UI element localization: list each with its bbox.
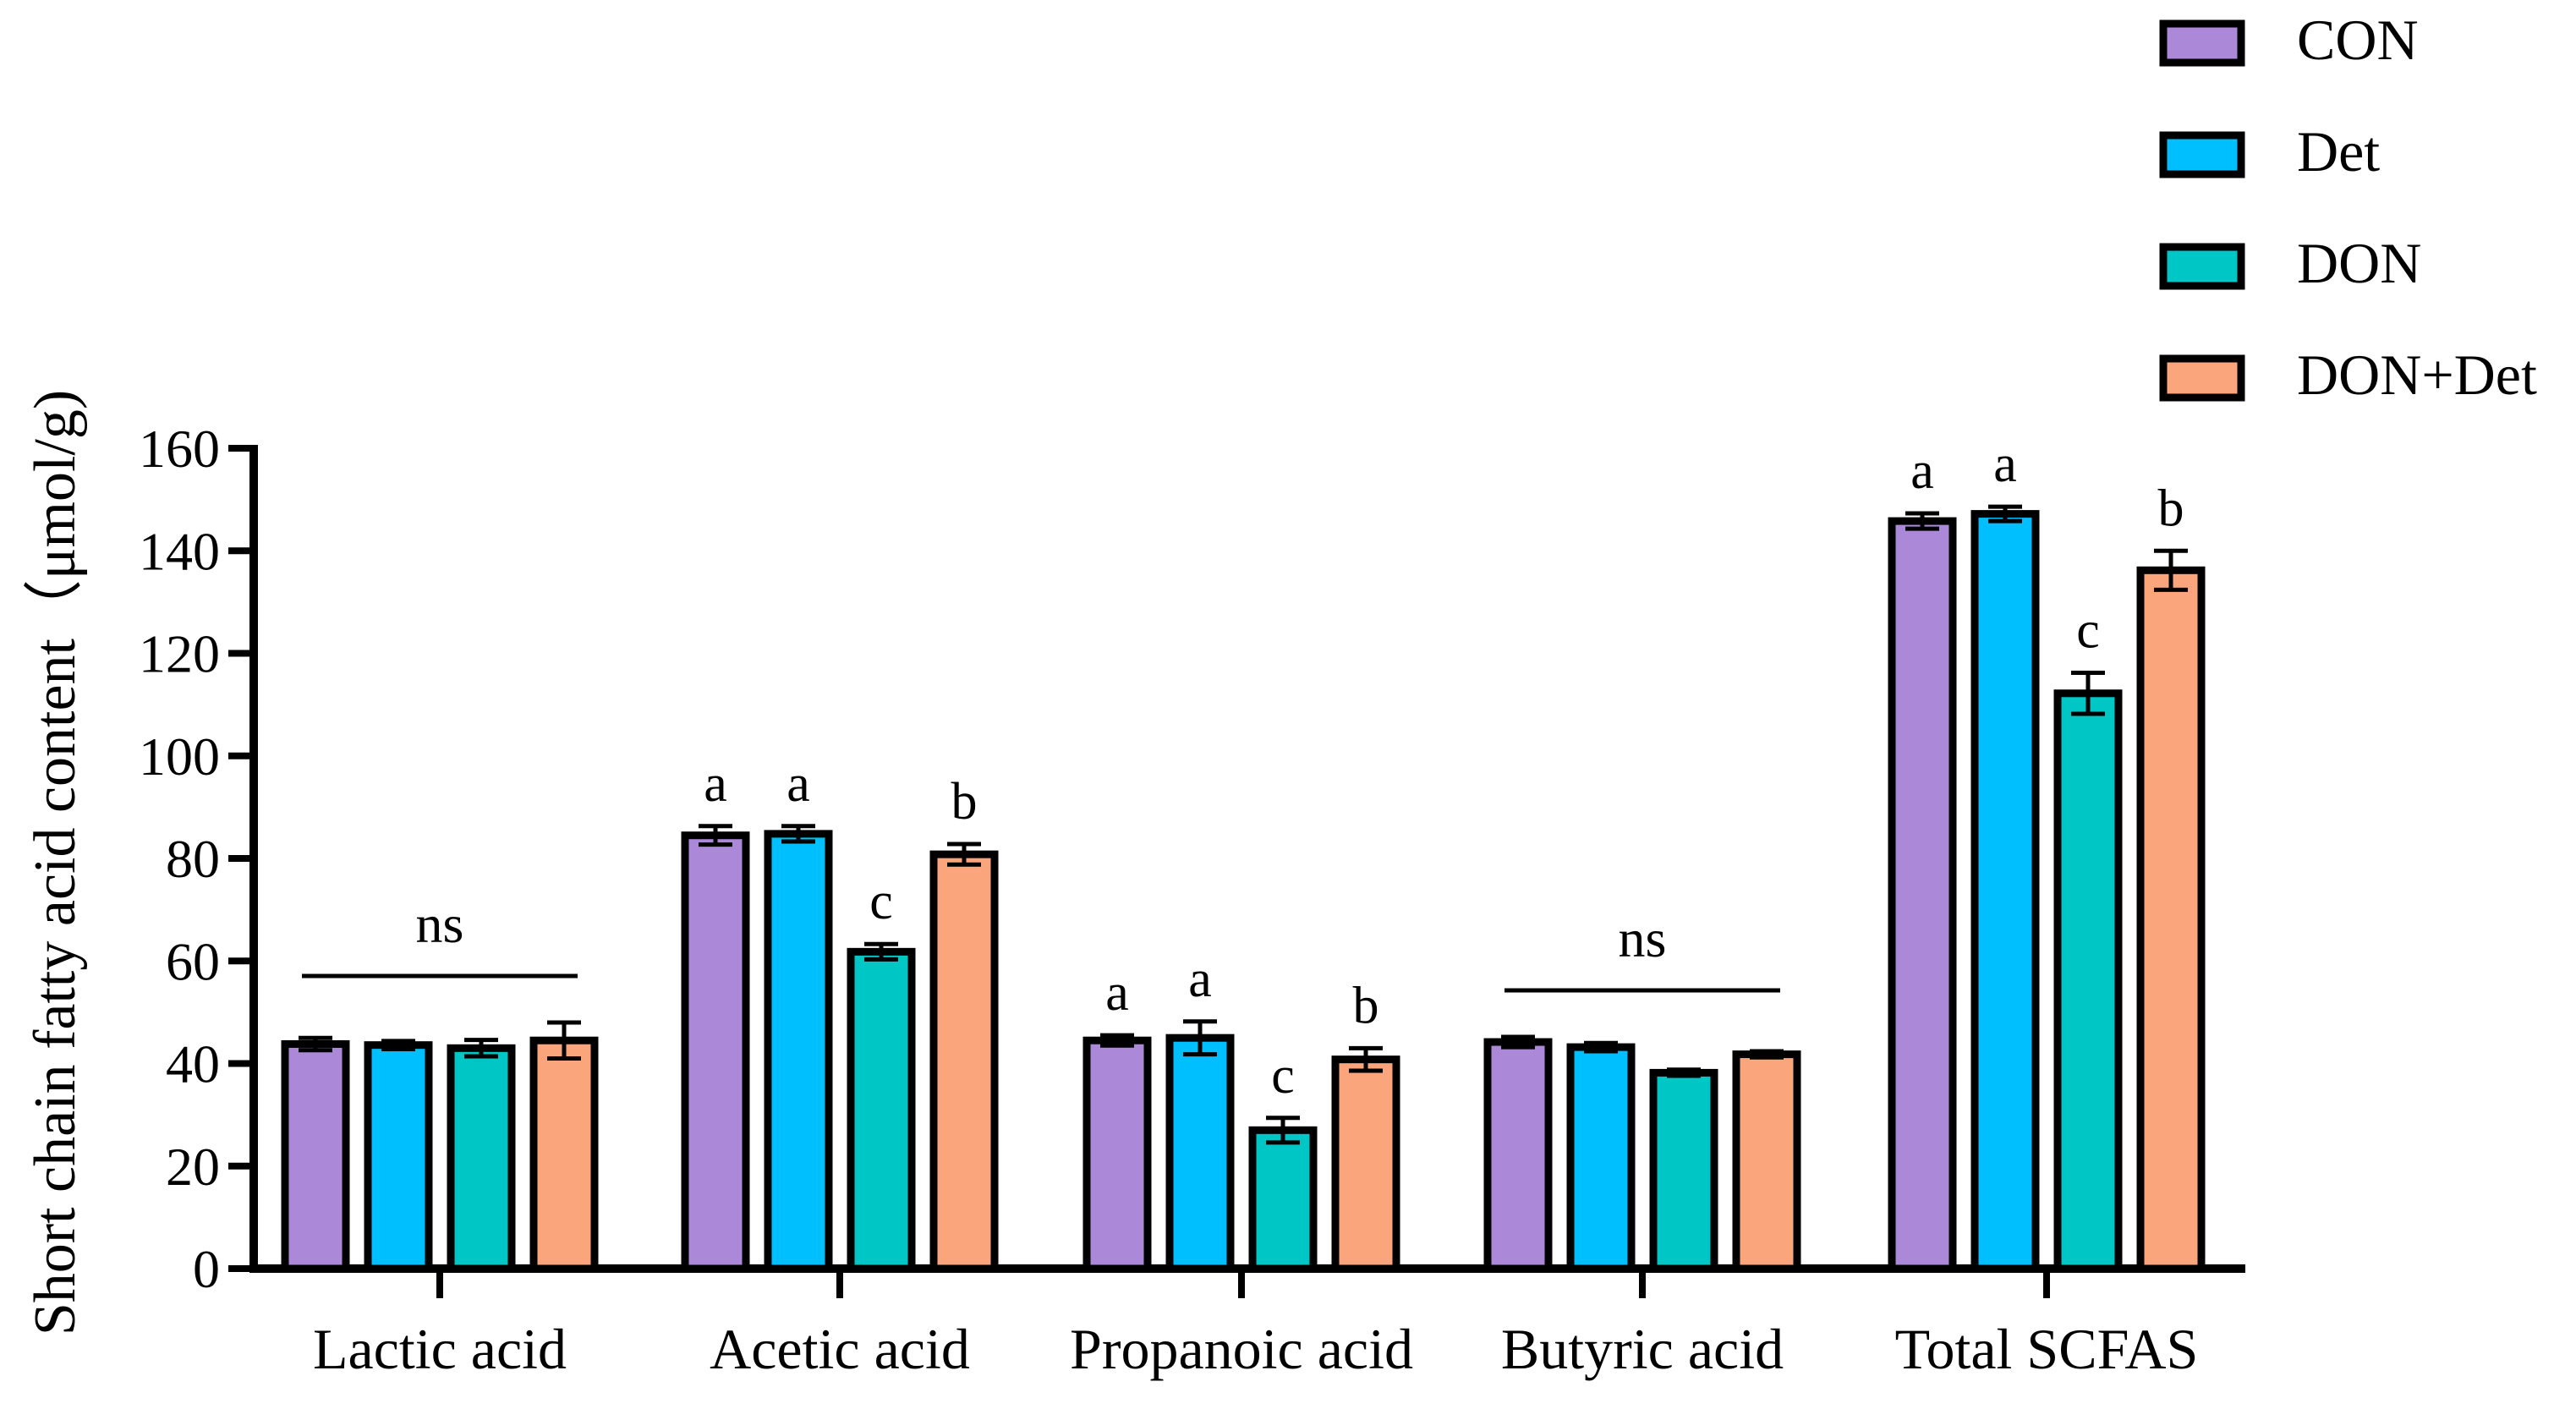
y-tick-label: 60 <box>166 931 220 991</box>
significance-label: ns <box>1619 908 1667 968</box>
legend-label-don: DON <box>2297 231 2421 295</box>
y-tick-label: 100 <box>139 726 220 787</box>
y-tick-label: 160 <box>139 419 220 479</box>
significance-letter: a <box>787 755 810 813</box>
bar-con-lactic-acid <box>281 1039 350 1273</box>
legend-swatch-don-det <box>2159 354 2245 402</box>
bar-don-det-acetic-acid <box>929 850 999 1273</box>
y-tick-label: 40 <box>166 1034 220 1094</box>
significance-layer: ns a a c b a a c b ns a a c b <box>302 436 2184 1105</box>
x-tick-label-lactic-acid: Lactic acid <box>313 1317 567 1381</box>
significance-label: ns <box>416 894 464 954</box>
significance-letter: a <box>1993 436 2017 493</box>
bar-con-total-scfas <box>1888 517 1957 1273</box>
bar-don-lactic-acid <box>447 1044 516 1273</box>
legend-label-det: Det <box>2297 119 2380 184</box>
bars-layer <box>281 504 2206 1273</box>
significance-letter: c <box>1271 1047 1295 1105</box>
bar-don-det-butyric-acid <box>1732 1050 1801 1273</box>
y-tick-label: 0 <box>193 1239 220 1299</box>
y-axis-label: Short chain fatty acid content（μmol/g) <box>23 390 88 1335</box>
legend-swatch-det <box>2159 131 2245 178</box>
y-tick-label: 120 <box>139 624 220 684</box>
bar-don-acetic-acid <box>847 947 916 1273</box>
significance-letter: b <box>951 773 978 831</box>
bar-don-propanoic-acid <box>1248 1126 1318 1273</box>
y-tick-label: 140 <box>139 521 220 581</box>
y-tick-label: 80 <box>166 829 220 889</box>
significance-letter: c <box>869 873 893 930</box>
bar-don-total-scfas <box>2053 689 2123 1273</box>
bar-don-butyric-acid <box>1649 1068 1718 1273</box>
bar-det-acetic-acid <box>764 830 833 1273</box>
legend-swatch-don <box>2159 243 2245 290</box>
significance-letter: c <box>2076 602 2100 660</box>
bar-don-det-total-scfas <box>2136 566 2206 1273</box>
significance-letter: b <box>2158 480 2184 537</box>
y-tick-label: 20 <box>166 1137 220 1197</box>
significance-letter: a <box>1105 964 1129 1022</box>
bar-det-butyric-acid <box>1566 1043 1636 1273</box>
legend-label-con: CON <box>2297 8 2419 72</box>
bar-det-total-scfas <box>1970 510 2040 1273</box>
bar-det-lactic-acid <box>364 1041 433 1273</box>
significance-letter: b <box>1353 977 1379 1034</box>
x-tick-label-total-scfas: Total SCFAS <box>1895 1317 2199 1381</box>
legend: CON Det DON DON+Det <box>2159 8 2537 407</box>
bar-con-propanoic-acid <box>1082 1036 1152 1273</box>
bar-con-butyric-acid <box>1483 1038 1553 1273</box>
x-tick-label-acetic-acid: Acetic acid <box>710 1317 970 1381</box>
significance-letter: a <box>1188 951 1212 1008</box>
x-tick-label-propanoic-acid: Propanoic acid <box>1070 1317 1413 1381</box>
bar-con-acetic-acid <box>681 831 750 1273</box>
x-tick-label-butyric-acid: Butyric acid <box>1501 1317 1784 1381</box>
bar-don-det-lactic-acid <box>529 1036 599 1273</box>
bar-don-det-propanoic-acid <box>1331 1055 1400 1273</box>
legend-swatch-con <box>2159 19 2245 67</box>
significance-letter: a <box>1910 442 1934 500</box>
significance-letter: a <box>704 755 727 813</box>
bar-det-propanoic-acid <box>1165 1033 1235 1273</box>
legend-label-don-det: DON+Det <box>2297 343 2537 407</box>
